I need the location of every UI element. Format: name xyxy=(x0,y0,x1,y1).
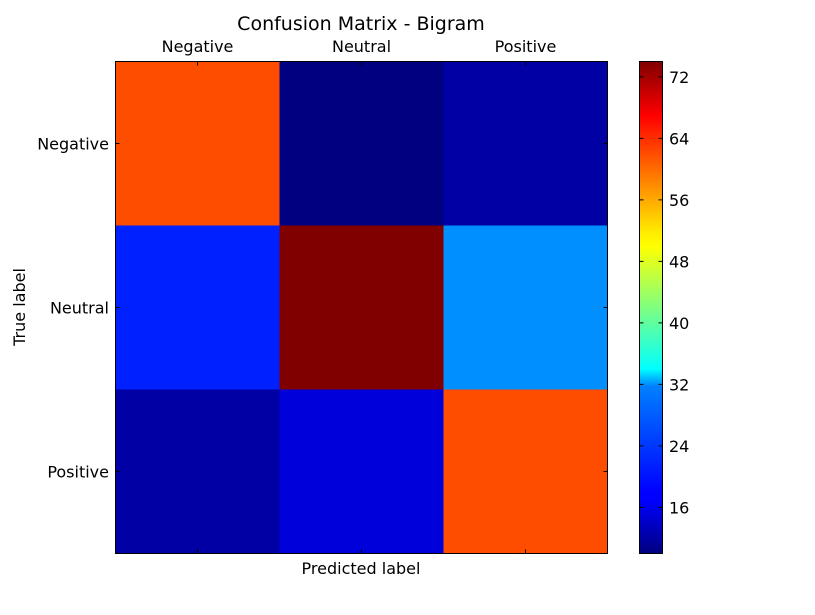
colorbar xyxy=(639,61,663,554)
heatmap-cell xyxy=(115,225,280,390)
colorbar-tick-label: 72 xyxy=(669,68,689,87)
y-tick-label: Negative xyxy=(37,135,109,154)
axis-ticks xyxy=(115,61,608,554)
colorbar-tick-label: 24 xyxy=(669,437,689,456)
heatmap-cell xyxy=(115,389,280,554)
colorbar-tick-label: 48 xyxy=(669,252,689,271)
heatmap-cell xyxy=(279,389,444,554)
colorbar-tick-label: 32 xyxy=(669,375,689,394)
y-tick-label: Positive xyxy=(47,463,109,482)
y-axis-label: True label xyxy=(10,268,29,347)
colorbar-tick-label: 40 xyxy=(669,314,689,333)
heatmap-cell xyxy=(115,61,280,226)
colorbar-tick-label: 16 xyxy=(669,498,689,517)
x-tick-label: Neutral xyxy=(332,37,391,56)
colorbar-tick-label: 56 xyxy=(669,191,689,210)
heatmap-cell xyxy=(443,225,608,390)
x-axis-label: Predicted label xyxy=(302,559,421,578)
heatmap-cell xyxy=(443,389,608,554)
colorbar-ticks: 16 24 32 40 48 56 64 72 xyxy=(639,68,689,517)
heatmap-cells xyxy=(115,61,608,554)
colorbar-tick-label: 64 xyxy=(669,129,689,148)
heatmap-cell xyxy=(443,61,608,226)
x-tick-labels: Negative Neutral Positive xyxy=(162,37,557,56)
y-tick-labels: Negative Neutral Positive xyxy=(37,135,109,482)
chart-title: Confusion Matrix - Bigram xyxy=(237,13,485,35)
y-tick-label: Neutral xyxy=(50,299,109,318)
x-tick-label: Positive xyxy=(495,37,557,56)
heatmap-cell xyxy=(279,225,444,390)
heatmap-cell xyxy=(279,61,444,226)
x-tick-label: Negative xyxy=(162,37,234,56)
plot-frame xyxy=(115,61,608,554)
